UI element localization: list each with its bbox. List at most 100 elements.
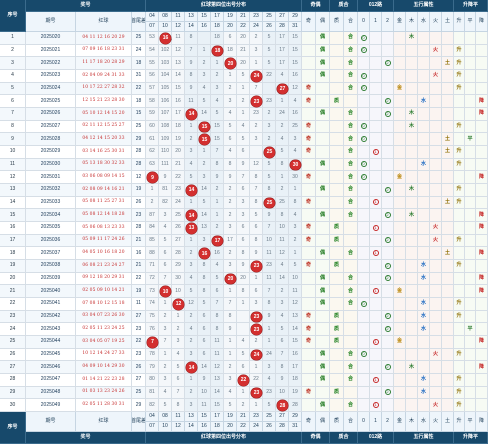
dist-miss-cell: 2 <box>224 247 237 260</box>
header-dist-top: 19 <box>224 12 237 22</box>
updown-miss <box>476 323 488 336</box>
wuxing-hit: 木 <box>406 184 418 197</box>
row-index: 25 <box>0 336 26 349</box>
dist-miss-cell: 11 <box>172 32 185 45</box>
dist-miss-cell: 4 <box>224 386 237 400</box>
bigsmall-miss <box>344 310 358 324</box>
wuxing-miss <box>406 323 418 336</box>
wuxing-hit: 金 <box>394 82 406 96</box>
updown-miss <box>465 386 476 400</box>
footer-dist-bot: 10 <box>159 422 172 432</box>
updown-miss <box>476 260 488 273</box>
dist-miss-cell: 15 <box>211 399 224 412</box>
updown-miss <box>465 57 476 70</box>
dist-miss-cell: 4 <box>159 386 172 400</box>
dist-ball: 14 <box>186 210 197 221</box>
dist-miss-cell: 10 <box>198 386 211 400</box>
dist-miss-cell: 8 <box>276 209 289 222</box>
dist-miss-cell: 1 <box>289 247 302 260</box>
updown-miss <box>465 298 476 311</box>
row-issue: 2025049 <box>26 399 76 412</box>
dist-miss-cell: 11 <box>211 348 224 362</box>
road-marker: 2 <box>384 98 391 105</box>
dist-miss-cell: 14 <box>289 323 302 336</box>
dist-miss-cell: 16 <box>289 348 302 362</box>
updown-miss <box>465 44 476 58</box>
footer-bigsmall-group: 质合 <box>330 432 358 444</box>
dist-miss-cell: 2 <box>211 70 224 83</box>
dist-miss-cell: 3 <box>250 298 263 311</box>
dist-miss-cell: 5 <box>263 171 276 184</box>
dist-miss-cell: 1 <box>237 82 250 96</box>
dist-miss-cell: 5 <box>289 260 302 273</box>
header-dist-bot: 10 <box>159 22 172 32</box>
oddeven-miss <box>302 108 316 121</box>
row-index: 6 <box>0 95 26 108</box>
road-marker: 0 <box>360 300 367 307</box>
wuxing-miss <box>406 336 418 349</box>
road-marker: 1 <box>372 250 379 257</box>
footer-wx-label: 土 <box>442 412 454 432</box>
dist-miss-cell: 2 <box>276 285 289 298</box>
footer-dist-bot: 18 <box>211 422 224 432</box>
header-dist-top: 04 <box>146 12 159 22</box>
updown-hit: 降 <box>476 247 488 260</box>
wuxing-miss <box>418 120 430 134</box>
wuxing-hit: 土 <box>442 146 454 159</box>
updown-miss <box>476 386 488 400</box>
oddeven-miss <box>316 196 330 210</box>
header-dist-bot: 14 <box>185 22 198 32</box>
updown-hit: 降 <box>476 171 488 184</box>
wuxing-miss <box>406 399 418 412</box>
road-miss <box>370 323 382 336</box>
dist-miss-cell: 82 <box>159 196 172 210</box>
header-dist-top: 23 <box>250 12 263 22</box>
wuxing-hit: 火 <box>430 234 442 248</box>
updown-hit: 降 <box>476 95 488 108</box>
road-miss <box>382 120 394 134</box>
header-ud-label: 升 <box>454 12 465 32</box>
row-index: 27 <box>0 361 26 374</box>
bigsmall-miss <box>330 361 344 374</box>
oddeven-miss <box>316 82 330 96</box>
updown-hit: 降 <box>476 336 488 349</box>
road-marker: 2 <box>384 364 391 371</box>
updown-hit: 降 <box>476 361 488 374</box>
bigsmall-hit: 合 <box>344 374 358 387</box>
row-span: 31 <box>132 70 146 83</box>
road-hit: 2 <box>382 209 394 222</box>
bigsmall-miss <box>330 133 344 146</box>
updown-miss <box>465 310 476 324</box>
row-span: 22 <box>132 82 146 96</box>
row-red-numbers: 07 08 10 12 15 18 <box>76 298 132 311</box>
wuxing-miss <box>418 234 430 248</box>
header-issue[interactable]: 期号 <box>26 12 76 32</box>
header-dist-group: 红球第四位出号分布 <box>146 0 302 12</box>
wuxing-miss <box>418 82 430 96</box>
dist-miss-cell: 55 <box>146 57 159 70</box>
dist-miss-cell: 6 <box>237 184 250 197</box>
header-dist-bot: 20 <box>224 22 237 32</box>
bigsmall-hit: 质 <box>330 386 344 400</box>
dist-miss-cell: 2 <box>146 196 159 210</box>
footer-dist-top: 13 <box>185 412 198 422</box>
dist-miss-cell: 15 <box>289 336 302 349</box>
dist-ball: 30 <box>290 159 301 171</box>
bigsmall-miss <box>344 95 358 108</box>
row-index: 3 <box>0 57 26 70</box>
dist-miss-cell: 3 <box>224 374 237 387</box>
dist-miss-cell: 2 <box>185 133 198 146</box>
road-marker: 2 <box>384 237 391 244</box>
dist-miss-cell: 14 <box>276 272 289 286</box>
dist-miss-cell: 108 <box>159 120 172 134</box>
row-span: 23 <box>132 348 146 362</box>
row-red-numbers: 02 05 11 23 24 25 <box>76 323 132 336</box>
bigsmall-miss <box>330 298 344 311</box>
bigsmall-hit: 合 <box>344 133 358 146</box>
oddeven-miss <box>302 348 316 362</box>
dist-miss-cell: 18 <box>172 120 185 134</box>
wuxing-miss <box>442 361 454 374</box>
header-ud-label: 降 <box>476 12 488 32</box>
dist-miss-cell: 81 <box>159 184 172 197</box>
